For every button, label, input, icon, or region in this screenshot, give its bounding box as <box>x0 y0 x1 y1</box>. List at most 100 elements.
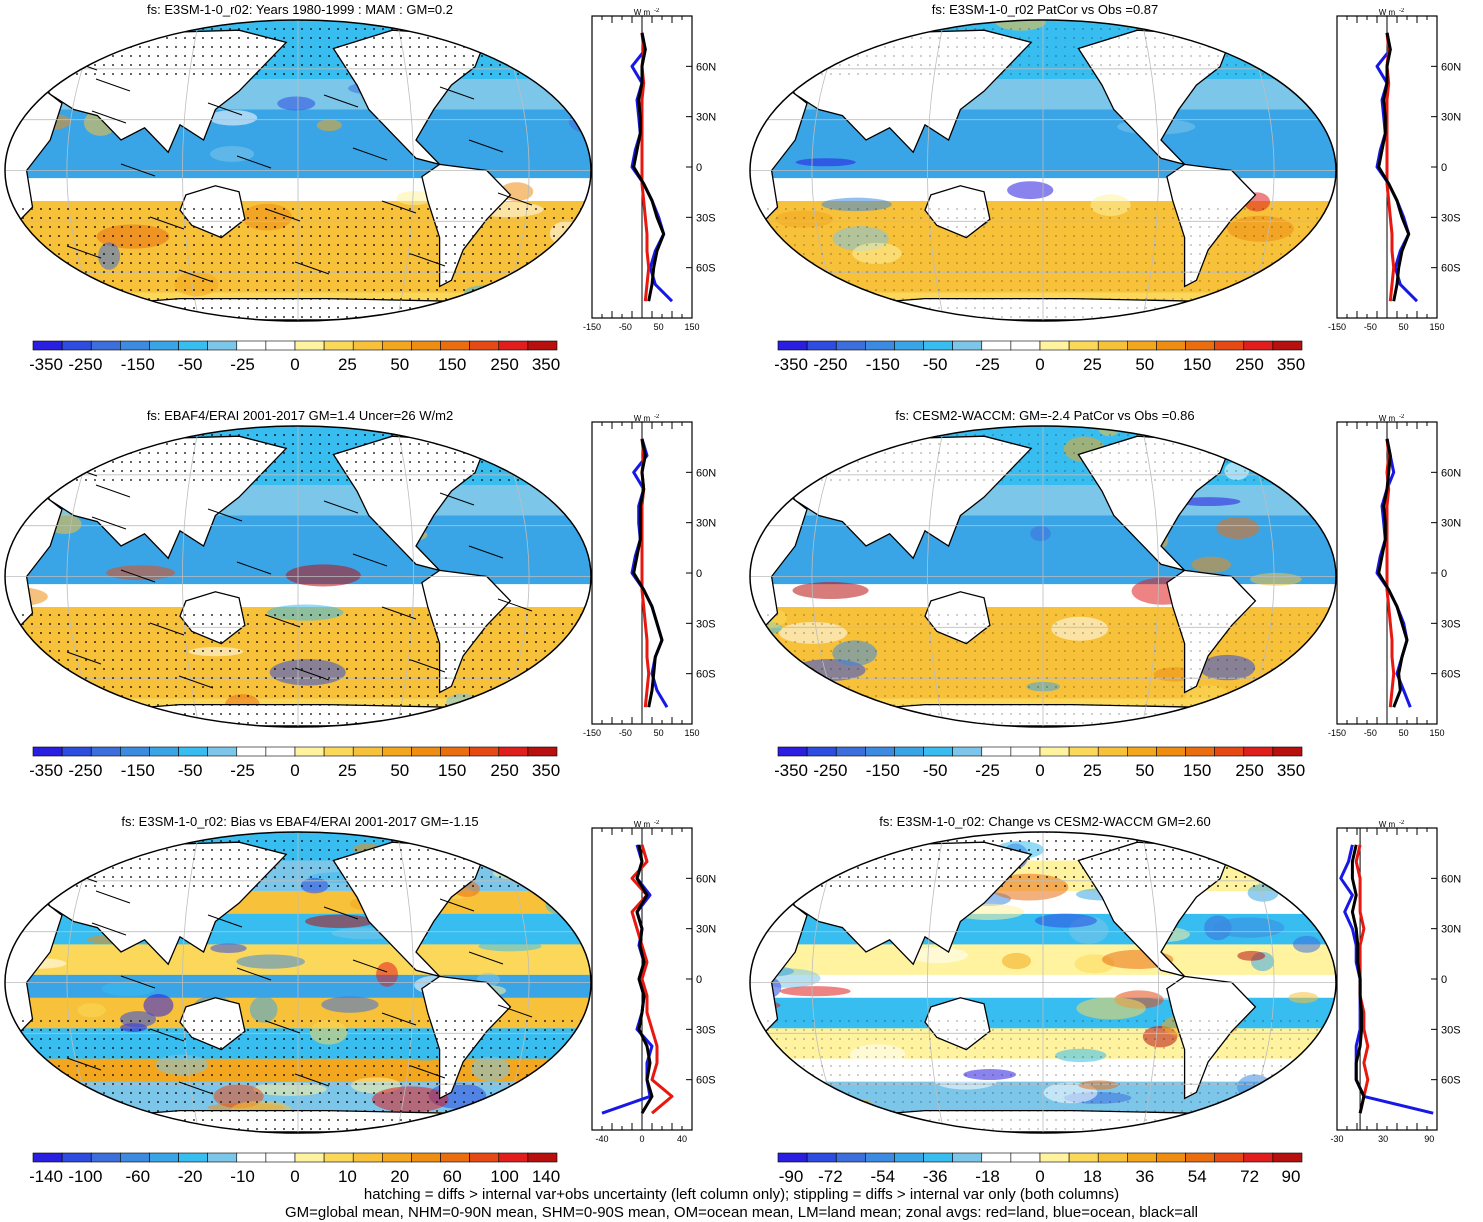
map-anomaly <box>547 1064 573 1093</box>
stippling <box>750 426 1336 485</box>
hatching <box>178 675 214 689</box>
colorbar-tick-label: -72 <box>818 1167 843 1186</box>
colorbar-tick-label: 0 <box>290 761 299 780</box>
hatching <box>294 1073 330 1087</box>
stippling <box>5 607 591 727</box>
colorbar-swatch <box>1214 1152 1245 1163</box>
zonal-series-line <box>1354 844 1370 1114</box>
colorbar-tick-label: -54 <box>871 1167 896 1186</box>
colorbar-swatch <box>149 746 179 757</box>
zonal-series-line <box>1377 438 1409 708</box>
map-anomaly <box>236 954 305 969</box>
zonal-x-tick-label: -30 <box>1330 1134 1343 1144</box>
colorbar-swatch <box>1068 746 1099 757</box>
colorbar-swatch <box>120 340 150 351</box>
lat-tick-label: 30N <box>696 112 716 124</box>
colorbar-swatch <box>178 746 208 757</box>
lat-tick-label: 60N <box>1441 467 1461 479</box>
colorbar-swatch <box>1039 1152 1070 1163</box>
panel-title: fs: E3SM-1-0_r02: Change vs CESM2-WACCM … <box>879 814 1211 829</box>
lat-tick-label: 60S <box>1441 263 1461 275</box>
map-anomaly <box>101 981 155 997</box>
hatching <box>178 1081 214 1095</box>
colorbar-tick-label: 50 <box>1135 355 1154 374</box>
colorbar-swatch <box>981 746 1012 757</box>
hatching <box>323 906 359 920</box>
colorbar-swatch <box>1039 340 1070 351</box>
colorbar-tick-label: 100 <box>490 1167 518 1186</box>
hatching <box>294 667 330 681</box>
colorbar-swatch <box>1272 340 1303 351</box>
colorbar-swatch <box>1097 1152 1128 1163</box>
colorbar-swatch <box>923 746 953 757</box>
colorbar-swatch <box>32 1152 63 1163</box>
colorbar-tick-label: -150 <box>121 761 155 780</box>
colorbar-swatch <box>865 340 895 351</box>
colorbar-tick-label: 54 <box>1188 1167 1207 1186</box>
stippling <box>5 426 591 485</box>
stippling <box>5 832 591 891</box>
colorbar-tick-label: 250 <box>490 355 518 374</box>
colorbar-tick-label: -36 <box>923 1167 948 1186</box>
zonal-x-tick-label: -150 <box>583 322 601 332</box>
lat-tick-label: 60S <box>696 263 716 275</box>
colorbar-swatch <box>527 340 558 351</box>
panel-title: fs: EBAF4/ERAI 2001-2017 GM=1.4 Uncer=26… <box>146 408 454 423</box>
stippling <box>750 201 1336 321</box>
panel-title: fs: CESM2-WACCM: GM=-2.4 PatCor vs Obs =… <box>895 408 1195 423</box>
colorbar-tick-label: -250 <box>813 355 847 374</box>
map-anomaly <box>1237 950 1266 961</box>
map-anomaly <box>1001 952 1032 970</box>
colorbar-tick-label: -50 <box>923 355 948 374</box>
stippling <box>750 1013 1336 1133</box>
colorbar-swatch <box>236 746 267 757</box>
map-anomaly <box>277 96 316 111</box>
colorbar-swatch <box>1214 746 1245 757</box>
zonal-mean-plot: W m -2 60N 30N 0 30S 60S -150 -50 50 150 <box>583 414 716 738</box>
colorbar-tick-label: 50 <box>390 761 409 780</box>
zonal-x-tick-label: 50 <box>654 728 664 738</box>
lat-tick-label: 30S <box>1441 212 1461 224</box>
colorbar-swatch <box>382 340 412 351</box>
zonal-mean-plot: W m -2 60N 30N 0 30S 60S -150 -50 50 150 <box>1328 8 1461 332</box>
colorbar-swatch <box>469 1152 500 1163</box>
hatching <box>381 1012 417 1026</box>
hatching <box>207 102 243 116</box>
colorbar-tick-label: -250 <box>68 355 102 374</box>
lat-tick-label: 0 <box>696 568 702 580</box>
colorbar-tick-label: 0 <box>1035 1167 1044 1186</box>
colorbar-tick-label: -250 <box>813 761 847 780</box>
colorbar-swatch <box>1010 1152 1041 1163</box>
world-map <box>749 831 1337 1134</box>
colorbar-tick-label: 10 <box>338 1167 357 1186</box>
map-anomaly <box>1216 517 1260 540</box>
map-anomaly <box>1225 1105 1273 1126</box>
colorbar-tick-label: -150 <box>866 761 900 780</box>
hatching <box>207 914 243 928</box>
map-anomaly <box>5 869 64 896</box>
map-anomaly <box>1288 992 1319 1004</box>
colorbar-tick-label: 18 <box>1083 1167 1102 1186</box>
colorbar-swatch <box>352 746 383 757</box>
colorbar-swatch <box>149 1152 179 1163</box>
map-anomaly <box>116 832 167 844</box>
hatching <box>95 78 131 92</box>
zonal-x-tick-label: 150 <box>1429 322 1444 332</box>
zonal-x-tick-label: -40 <box>595 1134 608 1144</box>
colorbar-swatch <box>265 1152 296 1163</box>
colorbar-swatch <box>90 340 121 351</box>
hatching <box>265 208 301 222</box>
map-anomaly <box>909 947 968 964</box>
map-anomaly <box>1030 525 1051 542</box>
colorbar-swatch <box>835 746 866 757</box>
colorbar-tick-label: -150 <box>866 355 900 374</box>
map-anomaly <box>1191 556 1232 573</box>
colorbar-swatch <box>1272 1152 1303 1163</box>
colorbar-tick-label: -50 <box>178 761 203 780</box>
colorbar-swatch <box>61 340 92 351</box>
zonal-unit-label: W m <box>1379 820 1396 829</box>
colorbar-swatch <box>90 746 121 757</box>
colorbar-swatch <box>149 340 179 351</box>
hatching <box>236 967 272 981</box>
zonal-x-tick-label: 150 <box>684 322 699 332</box>
